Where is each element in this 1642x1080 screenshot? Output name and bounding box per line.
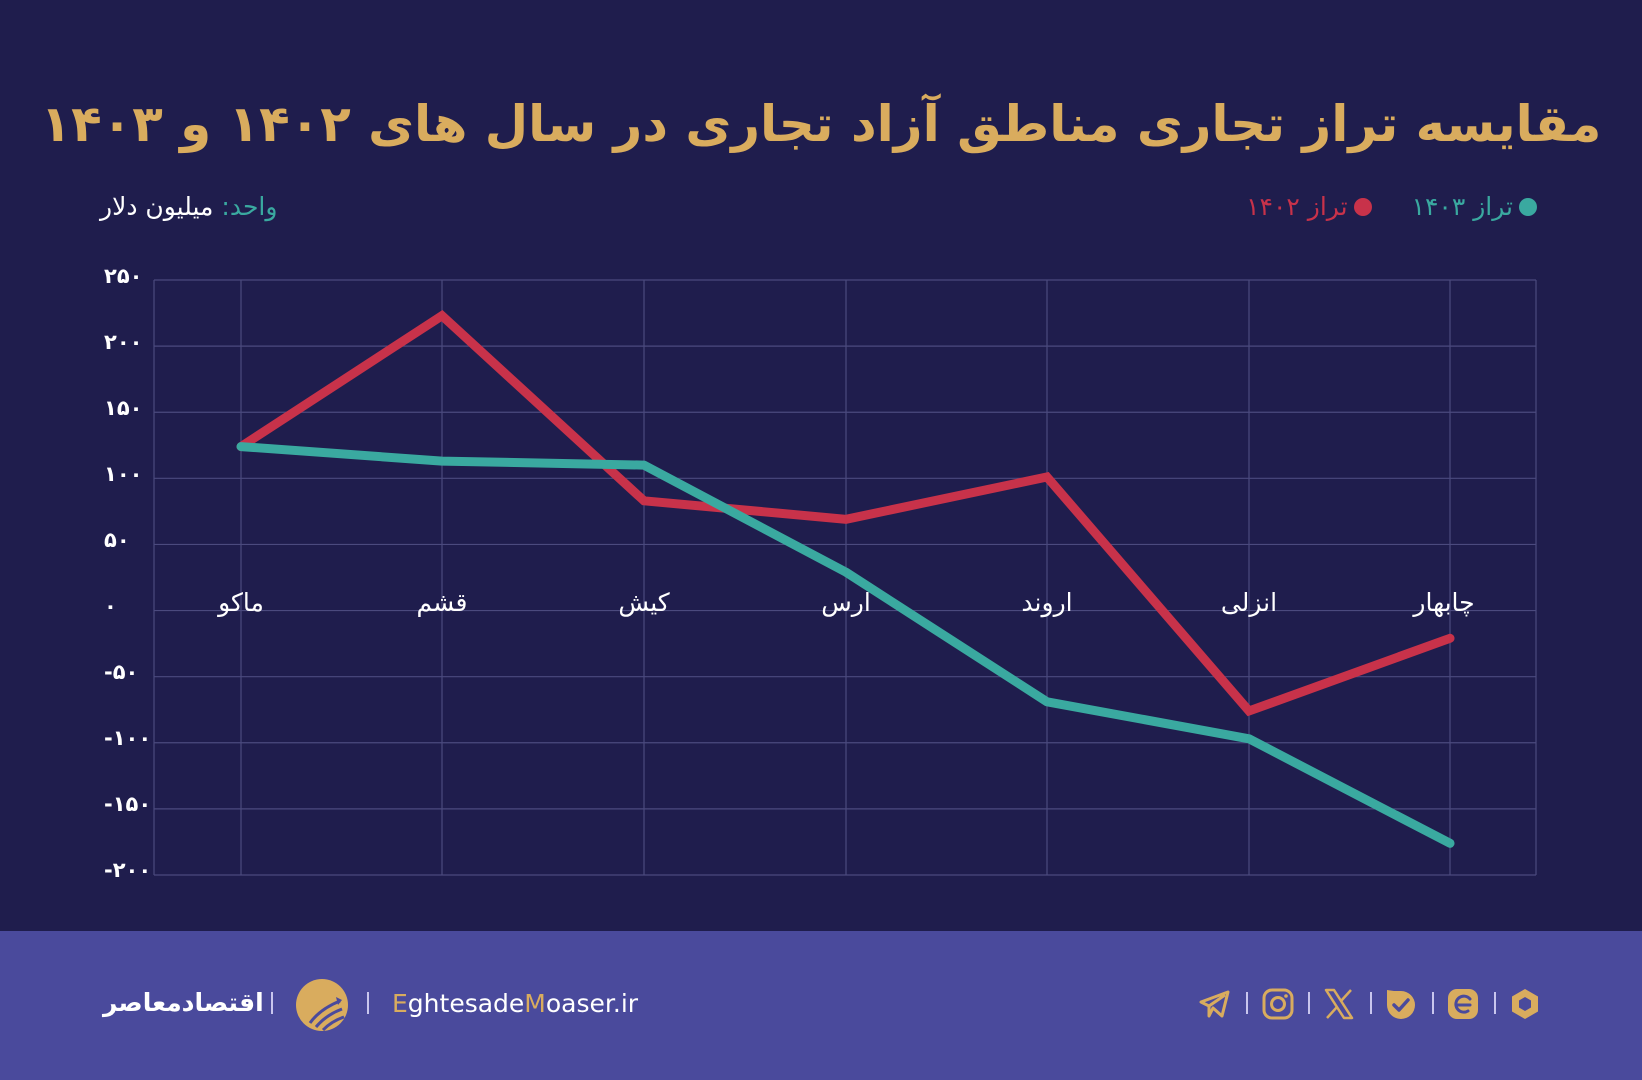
rubika-icon[interactable]	[1508, 987, 1542, 1021]
footer	[0, 931, 1642, 1080]
x-label: اروند	[1021, 588, 1073, 617]
y-tick: -۱۰۰	[104, 726, 152, 750]
y-tick: ۵۰	[104, 528, 130, 552]
site-text: oaser.ir	[545, 989, 639, 1018]
legend-item-1402: تراز ۱۴۰۲	[1246, 192, 1372, 221]
brand-name-fa: اقتصادمعاصر	[103, 988, 264, 1017]
chart-title: مقایسه تراز تجاری مناطق آزاد تجاری در سا…	[40, 95, 1603, 153]
divider	[1494, 992, 1496, 1014]
grid-lines	[153, 279, 1537, 876]
x-label: قشم	[416, 588, 468, 617]
legend: تراز ۱۴۰۳ تراز ۱۴۰۲	[1246, 192, 1537, 221]
website-link[interactable]: EghtesadeMoaser.ir	[392, 989, 638, 1018]
site-text: ghtesade	[407, 989, 525, 1018]
bale-icon[interactable]	[1384, 987, 1418, 1021]
legend-item-1403: تراز ۱۴۰۳	[1412, 192, 1537, 221]
legend-dot-icon	[1519, 197, 1537, 216]
series-1403-line	[236, 442, 1455, 848]
instagram-icon[interactable]	[1261, 987, 1295, 1021]
line-chart-plot	[153, 279, 1537, 876]
telegram-icon[interactable]	[1198, 987, 1232, 1021]
x-label: کیش	[618, 588, 670, 617]
y-tick: -۱۵۰	[104, 792, 152, 816]
legend-label: تراز ۱۴۰۲	[1246, 192, 1348, 221]
y-tick: -۲۰۰	[104, 858, 152, 882]
x-label: انزلی	[1220, 588, 1278, 617]
divider	[1246, 992, 1248, 1014]
y-tick: ۱۰۰	[104, 462, 143, 486]
site-letter: E	[392, 989, 408, 1018]
legend-label: تراز ۱۴۰۳	[1411, 192, 1513, 221]
y-tick: ۱۵۰	[104, 396, 143, 420]
x-label: ماکو	[218, 588, 264, 617]
y-tick: ۰	[104, 594, 117, 618]
legend-dot-icon	[1353, 197, 1372, 216]
eitaa-icon[interactable]	[1446, 987, 1480, 1021]
unit-key: واحد:	[221, 192, 278, 221]
unit-label: واحد: میلیون دلار	[100, 192, 277, 221]
unit-value: میلیون دلار	[100, 192, 214, 221]
divider	[1370, 992, 1372, 1014]
series-1402-line	[236, 310, 1455, 717]
divider	[1308, 992, 1310, 1014]
brand-logo-icon	[296, 979, 348, 1031]
y-tick: ۲۰۰	[104, 330, 143, 354]
y-tick: ۲۵۰	[104, 264, 143, 288]
x-label: ارس	[821, 588, 871, 617]
divider	[1432, 992, 1434, 1014]
x-icon[interactable]	[1322, 987, 1356, 1021]
site-letter: M	[524, 989, 546, 1018]
divider	[271, 992, 273, 1014]
divider	[367, 992, 369, 1014]
x-label: چابهار	[1413, 588, 1475, 617]
y-tick: -۵۰	[104, 660, 139, 684]
